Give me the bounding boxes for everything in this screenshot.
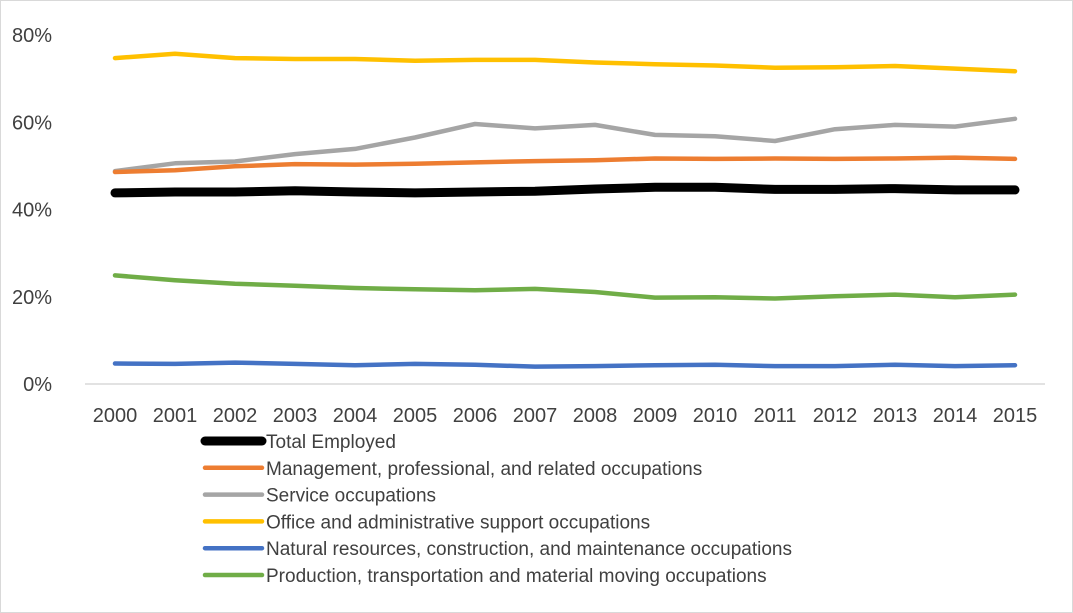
legend-label-5: Production, transportation and material … — [266, 566, 767, 587]
x-tick-label: 2010 — [693, 405, 738, 427]
y-axis-tick-labels: 0% 20% 40% 60% 80% — [12, 25, 52, 396]
x-tick-label: 2011 — [753, 405, 796, 427]
x-tick-label: 2001 — [153, 405, 198, 427]
legend: Total Employed Management, professional, … — [200, 432, 792, 587]
series-line-0 — [110, 182, 1020, 198]
series-line-2 — [112, 116, 1018, 174]
y-tick-label: 40% — [12, 200, 52, 222]
x-tick-label: 2002 — [213, 405, 258, 427]
series-line-3 — [112, 51, 1018, 74]
x-tick-label: 2007 — [513, 405, 558, 427]
y-tick-label: 80% — [12, 25, 52, 47]
legend-label-3: Office and administrative support occupa… — [266, 512, 650, 533]
x-tick-label: 2015 — [993, 405, 1038, 427]
x-tick-label: 2012 — [813, 405, 858, 427]
y-tick-label: 60% — [12, 112, 52, 134]
series-line-4 — [112, 360, 1018, 369]
series-lines — [110, 51, 1020, 369]
x-tick-label: 2003 — [273, 405, 318, 427]
x-tick-label: 2000 — [93, 405, 138, 427]
x-tick-label: 2008 — [573, 405, 618, 427]
x-tick-label: 2006 — [453, 405, 498, 427]
x-tick-label: 2004 — [333, 405, 378, 427]
legend-label-0: Total Employed — [266, 432, 396, 453]
x-tick-label: 2009 — [633, 405, 678, 427]
legend-label-4: Natural resources, construction, and mai… — [266, 539, 792, 560]
series-line-5 — [112, 273, 1018, 301]
legend-label-2: Service occupations — [266, 486, 436, 507]
x-tick-label: 2014 — [933, 405, 978, 427]
x-tick-label: 2013 — [873, 405, 918, 427]
legend-label-1: Management, professional, and related oc… — [266, 459, 702, 480]
y-tick-label: 20% — [12, 287, 52, 309]
series-line-1 — [112, 155, 1018, 175]
y-tick-label: 0% — [23, 374, 52, 396]
x-tick-label: 2005 — [393, 405, 438, 427]
x-axis-tick-labels: 2000 2001 2002 2003 2004 2005 2006 2007 2008 2009… — [93, 405, 1038, 427]
